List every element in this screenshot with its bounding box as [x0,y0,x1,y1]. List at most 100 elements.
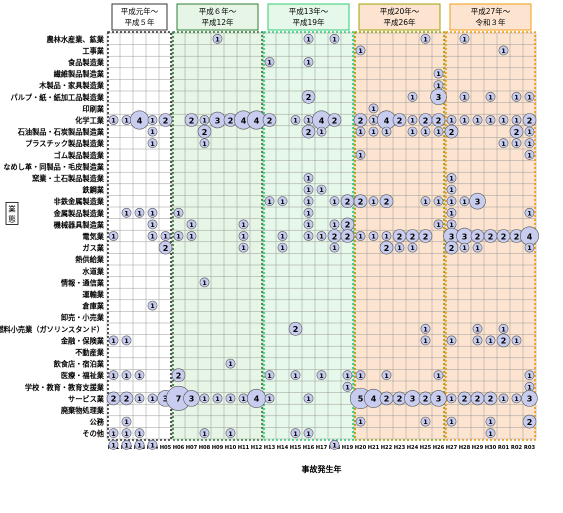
bubble [431,113,446,127]
bubble-label: 2 [384,244,390,253]
x-tick-label: H26 [433,445,445,451]
y-tick-label: 燃料小売業（ガソリンスタンド） [0,325,104,334]
bubble-label: 2 [488,395,494,404]
bubble-label: 1 [488,337,493,345]
bubble-label: 2 [306,93,312,102]
bubble-label: 3 [189,395,195,404]
bubble-label: 1 [319,372,324,380]
y-tick-label: 熱供給業 [75,255,105,264]
y-tick-label: 電気業 [82,232,104,241]
bubble-label: 1 [332,35,337,43]
bubble [199,428,210,439]
bubble-label: 1 [306,233,311,241]
bubble [197,124,212,139]
bubble [498,138,509,149]
bubble [173,207,184,218]
bubble [199,393,210,404]
bubble-label: 1 [345,383,350,391]
bubble-label: 1 [306,35,311,43]
bubble-label: 1 [449,117,454,125]
bubble-label: 1 [124,117,129,125]
bubble [147,393,158,404]
bubble-label: 1 [384,233,389,241]
bubble [524,126,535,137]
bubble-label: 2 [202,128,208,137]
bubble [238,231,249,241]
bubble-label: 1 [306,117,311,125]
bubble-label: 1 [384,372,389,380]
bubble-label: 1 [306,395,311,403]
bubble-label: 2 [163,116,169,125]
bubble [485,115,496,125]
y-tick-label: 非鉄金属製造業 [54,197,105,206]
bubble-label: 3 [475,198,481,207]
bubble-label: 1 [423,325,428,333]
bubble [212,393,223,404]
bubble-label: 2 [514,128,520,137]
x-tick-label: H17 [316,445,328,451]
bubble [327,113,342,127]
bubble [446,184,457,195]
bubble-label: 1 [267,59,272,67]
bubble [303,57,314,67]
bubble-label: 2 [449,244,455,253]
bubble-label: 1 [449,395,454,403]
bubble-label: 1 [176,233,181,241]
bubble-label: 1 [436,198,441,206]
bubble-label: 1 [475,337,480,345]
bubble [277,242,288,253]
bubble-label: 1 [514,93,519,101]
bubble-label: 1 [124,418,129,426]
bubble [524,138,535,149]
bubble-label: 1 [163,233,168,241]
bubble-label: 1 [137,395,142,403]
bubble-label: 1 [462,35,467,43]
bubble-label: 1 [475,325,480,333]
bubble-label: 4 [254,116,260,125]
x-axis-label: 事故発生年 [302,464,342,474]
bubble-label: 4 [319,116,325,125]
bubble [407,91,418,102]
period-frame [107,31,172,441]
bubble [524,242,535,253]
bubble-label: 1 [241,233,246,241]
bubble [277,196,288,207]
period-header-line2: 平成19年 [292,17,325,27]
bubble-label: 1 [202,140,207,148]
bubble [329,242,340,253]
bubble [407,126,418,137]
bubble [329,219,340,230]
bubble [158,113,173,127]
bubble-label: 1 [436,128,441,136]
bubble-label: 1 [306,175,311,183]
bubble [303,173,314,183]
bubble-label: 1 [436,82,441,90]
y-tick-label: 化学工業 [75,116,105,125]
bubble-label: 1 [449,337,454,345]
bubble [433,126,444,137]
bubble [472,323,483,334]
x-tick-label: H15 [290,445,302,451]
bubble [420,196,431,207]
bubble-label: 1 [488,430,493,438]
x-tick-label: H27 [446,445,458,451]
bubble-label: 1 [371,117,376,125]
bubble [303,428,314,439]
bubble-label: 4 [241,116,247,125]
bubble [303,196,314,207]
bubble-label: 1 [306,209,311,217]
bubble-label: 3 [527,395,533,404]
bubble-label: 2 [410,232,416,241]
bubble [355,126,366,137]
bubble [355,370,366,381]
bubble [446,115,457,125]
bubble [446,173,457,183]
bubble-label: 1 [527,128,532,136]
bubble-label: 3 [410,395,416,404]
bubble [485,416,496,427]
bubble [134,370,145,381]
bubble [459,115,470,125]
bubble-label: 4 [384,116,390,125]
bubble [329,196,340,207]
bubble [183,390,200,407]
